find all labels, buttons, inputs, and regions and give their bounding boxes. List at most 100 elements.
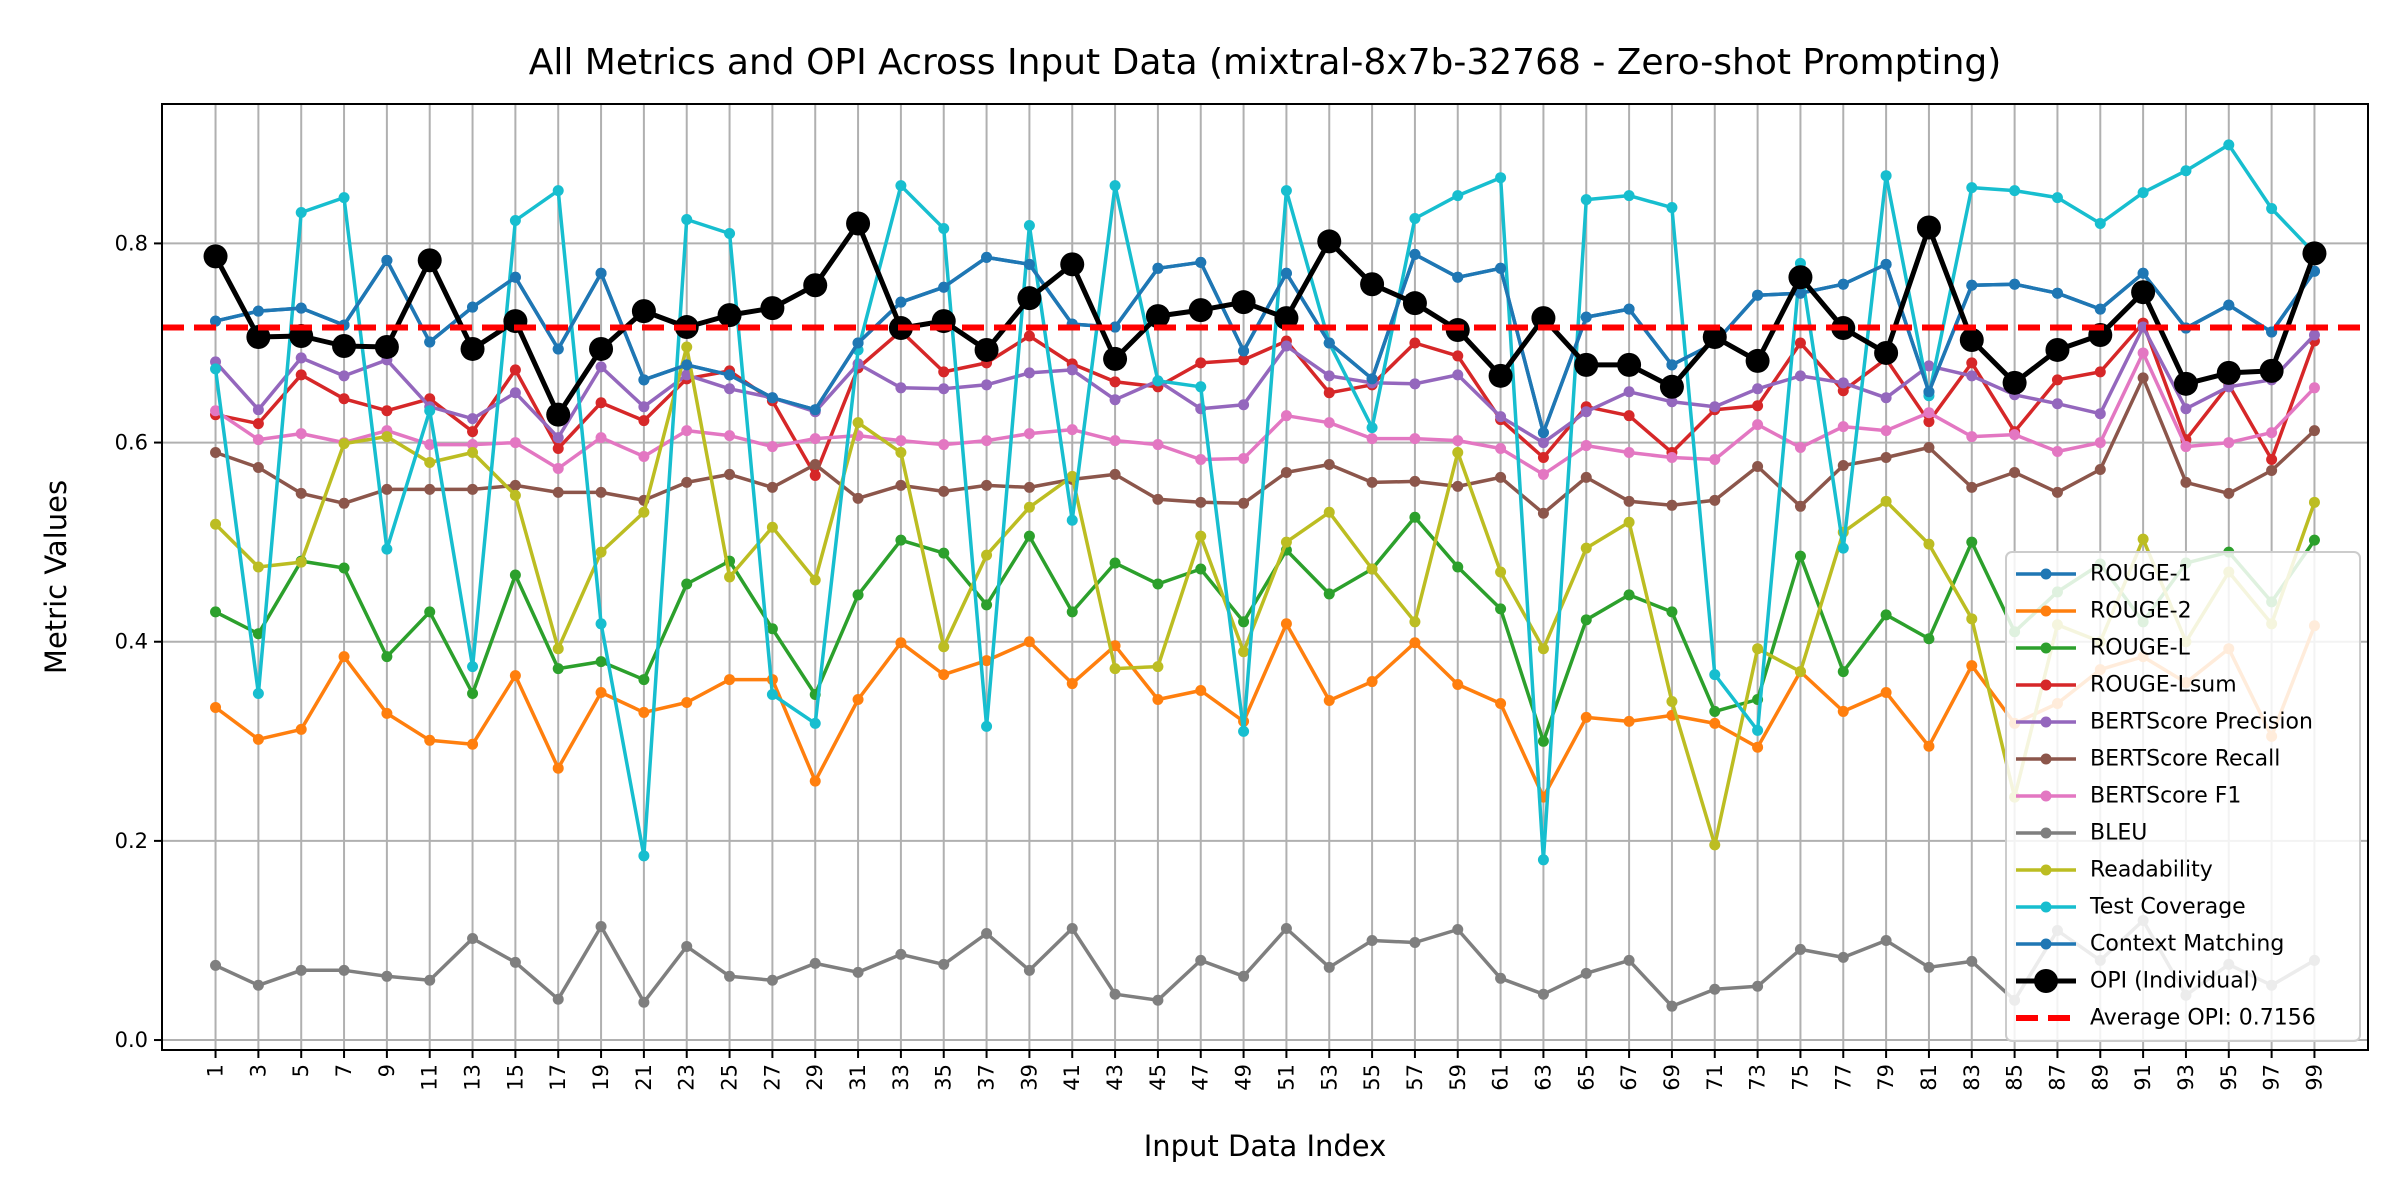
data-point: [1238, 345, 1250, 357]
data-point: [1966, 370, 1978, 382]
data-point: [2308, 496, 2320, 508]
data-point: [1280, 618, 1292, 630]
x-tick-label: 61: [1489, 1064, 1513, 1091]
data-point: [509, 956, 521, 968]
data-point: [1923, 633, 1935, 645]
series-line: [214, 325, 2316, 445]
legend-item: Readability: [2016, 858, 2213, 883]
data-point: [1880, 609, 1892, 621]
legend-label: Readability: [2090, 858, 2213, 883]
data-point: [1709, 401, 1721, 413]
series-line: [213, 143, 2316, 862]
data-point: [1837, 278, 1849, 290]
data-point: [724, 571, 736, 583]
data-point: [724, 468, 736, 480]
data-point: [1409, 433, 1421, 445]
data-point: [1152, 661, 1164, 673]
x-tick-label: 37: [975, 1064, 999, 1091]
series-line: [214, 345, 2317, 847]
x-tick-label: 89: [2088, 1064, 2112, 1091]
x-tick-label: 77: [1831, 1064, 1855, 1091]
data-point: [1966, 431, 1978, 443]
data-point: [1360, 272, 1385, 297]
data-point: [895, 479, 907, 491]
legend-label: Average OPI: 0.7156: [2090, 1006, 2316, 1031]
data-point: [724, 430, 736, 442]
legend-item: Average OPI: 0.7156: [2016, 1006, 2316, 1031]
legend-swatch-marker: [2040, 716, 2052, 728]
data-point: [1366, 476, 1378, 488]
data-point: [2051, 192, 2063, 204]
legend-label: BERTScore Recall: [2090, 747, 2280, 772]
data-point: [1666, 396, 1678, 408]
data-point: [509, 489, 521, 501]
data-point: [1537, 427, 1549, 439]
data-point: [1580, 440, 1592, 452]
data-point: [681, 425, 693, 437]
data-point: [981, 599, 993, 611]
data-point: [717, 303, 742, 328]
data-point: [338, 562, 350, 574]
x-tick-label: 79: [1874, 1064, 1898, 1091]
data-point: [338, 192, 350, 204]
data-point: [467, 439, 479, 451]
data-point: [846, 211, 871, 236]
data-point: [938, 641, 950, 653]
data-point: [424, 456, 436, 468]
data-point: [1880, 392, 1892, 404]
x-tick-label: 11: [418, 1064, 442, 1091]
data-point: [424, 606, 436, 618]
data-point: [2223, 437, 2235, 449]
data-point: [1752, 419, 1764, 431]
data-point: [1880, 934, 1892, 946]
data-point: [1195, 563, 1207, 575]
data-point: [2137, 267, 2149, 279]
legend-item: BERTScore Recall: [2016, 747, 2280, 772]
data-point: [1238, 646, 1250, 658]
data-point: [681, 214, 693, 226]
legend-item: BERTScore F1: [2016, 784, 2241, 809]
data-point: [1880, 170, 1892, 182]
x-tick-label: 45: [1146, 1064, 1170, 1091]
x-tick-label: 71: [1703, 1064, 1727, 1091]
data-point: [981, 479, 993, 491]
data-point: [1966, 955, 1978, 967]
data-point: [1709, 717, 1721, 729]
data-point: [1231, 290, 1256, 315]
data-point: [938, 547, 950, 559]
data-point: [2173, 371, 2198, 396]
data-point: [2094, 437, 2106, 449]
data-point: [509, 569, 521, 581]
data-point: [1874, 340, 1899, 365]
data-point: [1280, 923, 1292, 935]
data-point: [852, 417, 864, 429]
data-point: [1923, 740, 1935, 752]
data-point: [509, 437, 521, 449]
data-point: [509, 387, 521, 399]
data-point: [1623, 386, 1635, 398]
data-point: [381, 707, 393, 719]
data-point: [381, 651, 393, 663]
data-point: [1109, 988, 1121, 1000]
data-point: [1066, 470, 1078, 482]
data-point: [252, 561, 264, 573]
data-point: [2137, 187, 2149, 199]
x-tick-label: 7: [332, 1064, 356, 1077]
data-point: [1966, 182, 1978, 194]
data-point: [895, 948, 907, 960]
data-point: [1066, 606, 1078, 618]
data-point: [1537, 437, 1549, 449]
legend-label: ROUGE-L: [2090, 636, 2191, 661]
legend-item: ROUGE-L: [2016, 636, 2191, 661]
x-tick-label: 31: [846, 1064, 870, 1091]
data-point: [981, 435, 993, 447]
data-point: [1023, 636, 1035, 648]
data-point: [595, 361, 607, 373]
data-point: [2009, 429, 2021, 441]
data-point: [1495, 443, 1507, 455]
data-point: [1880, 452, 1892, 464]
data-point: [1452, 435, 1464, 447]
data-point: [895, 180, 907, 192]
x-tick-label: 65: [1574, 1064, 1598, 1091]
